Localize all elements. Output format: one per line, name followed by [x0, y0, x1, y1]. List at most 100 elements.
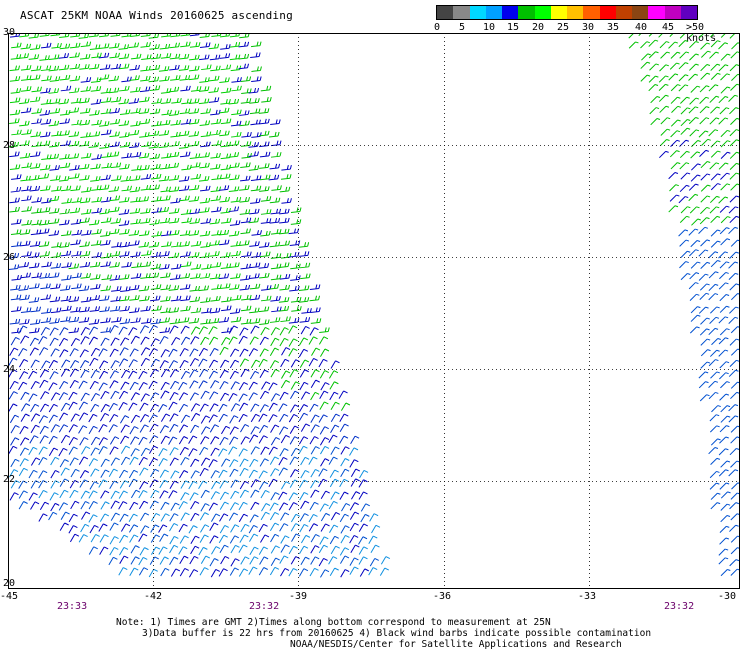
wind-barb [18, 348, 28, 357]
wind-barb [20, 413, 30, 422]
wind-barb [219, 77, 230, 83]
wind-barb [101, 274, 112, 281]
wind-barb [148, 130, 160, 137]
wind-barb [290, 513, 301, 523]
wind-barb [30, 457, 41, 466]
wind-barb [210, 262, 222, 268]
wind-barb [58, 64, 70, 71]
wind-barb [40, 327, 50, 336]
wind-barb [48, 382, 58, 391]
wind-barb [218, 413, 228, 423]
wind-barb [679, 184, 690, 193]
wind-barb [190, 535, 200, 544]
wind-barb [119, 305, 130, 312]
wind-map-plot [8, 33, 740, 589]
wind-barb [138, 533, 148, 542]
wind-barb [79, 197, 91, 204]
wind-barb [59, 459, 69, 468]
wind-barb [168, 208, 180, 214]
wind-barb [299, 381, 309, 391]
wind-barb [40, 391, 50, 400]
wind-barb [170, 197, 181, 204]
wind-barb [209, 424, 220, 433]
wind-barb [728, 94, 739, 102]
wind-barb [288, 492, 298, 501]
wind-barb [129, 208, 141, 214]
wind-barb [139, 295, 150, 302]
wind-barb [300, 273, 311, 280]
wind-barb [711, 337, 721, 346]
wind-barb [20, 75, 32, 81]
wind-barb [48, 208, 60, 214]
wind-barb [49, 98, 61, 105]
wind-barb [359, 568, 369, 577]
wind-barb [59, 208, 70, 215]
wind-barb [288, 568, 298, 577]
wind-barb [298, 251, 310, 257]
wind-barb [159, 217, 171, 224]
wind-barb [98, 424, 108, 433]
wind-barb [100, 327, 111, 334]
wind-barb [700, 338, 711, 346]
wind-barb [698, 381, 709, 389]
wind-barb [329, 391, 339, 401]
wind-barb [9, 118, 20, 125]
wind-barb [640, 74, 651, 82]
wind-barb [710, 260, 721, 268]
wind-barb [670, 84, 681, 92]
wind-barb [188, 318, 200, 324]
wind-barb [198, 380, 208, 389]
wind-barb [279, 208, 290, 215]
wind-barb [169, 423, 179, 433]
wind-barb [40, 65, 52, 72]
wind-barb [689, 53, 699, 61]
wind-barb [149, 479, 159, 488]
wind-barb [181, 164, 192, 171]
wind-barb [110, 218, 122, 224]
wind-barb [109, 436, 120, 445]
wind-barb [318, 336, 329, 345]
wind-barb [188, 435, 198, 444]
wind-barb [269, 163, 281, 170]
wind-barb [28, 492, 38, 501]
wind-barb [119, 480, 129, 489]
wind-barb [150, 392, 160, 401]
wind-barb [728, 415, 739, 423]
wind-barb [110, 512, 120, 521]
wind-barb [310, 556, 320, 565]
wind-barb [178, 130, 190, 137]
wind-barb [251, 66, 262, 72]
wind-barb [9, 380, 19, 390]
wind-barb [10, 54, 22, 60]
wind-barb [158, 403, 168, 413]
wind-barb [229, 162, 240, 169]
wind-barb [328, 500, 338, 510]
wind-barb [359, 469, 369, 479]
wind-barb [60, 467, 70, 476]
wind-barb [720, 53, 731, 61]
wind-barb [158, 130, 170, 136]
wind-barb [78, 456, 89, 465]
wind-barb [88, 336, 98, 345]
wind-barb [190, 240, 202, 247]
wind-barb [118, 469, 129, 479]
wind-barb [41, 360, 51, 369]
wind-barb [699, 85, 710, 93]
wind-barb [230, 316, 242, 323]
wind-barb [49, 337, 59, 347]
wind-barb [240, 424, 250, 433]
wind-barb [140, 208, 151, 214]
wind-barb [18, 501, 28, 510]
wind-barb [80, 208, 92, 215]
wind-barb [138, 108, 150, 115]
wind-barb [668, 73, 679, 81]
wind-barb [229, 436, 239, 445]
wind-barb [278, 456, 288, 466]
wind-barb [130, 436, 140, 445]
wind-barb [88, 458, 98, 467]
wind-barb [90, 468, 100, 477]
wind-barb [30, 319, 41, 325]
wind-barb [239, 110, 250, 116]
wind-barb [188, 480, 198, 490]
wind-barb [220, 263, 232, 269]
